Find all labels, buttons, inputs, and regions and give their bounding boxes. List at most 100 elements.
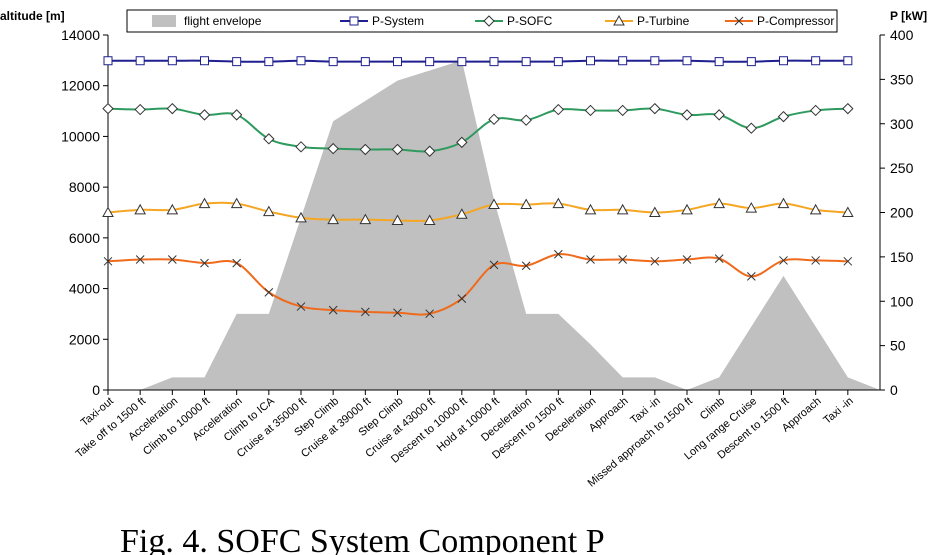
marker [713, 109, 725, 121]
marker [618, 56, 628, 66]
marker [483, 15, 495, 27]
marker [489, 260, 499, 270]
y2-tick-label: 0 [890, 382, 898, 398]
marker [777, 110, 790, 123]
marker [327, 142, 339, 155]
marker [842, 102, 854, 115]
marker [232, 57, 242, 67]
marker [552, 197, 565, 209]
marker [811, 256, 821, 265]
marker [264, 57, 274, 67]
y-tick-label: 8000 [69, 179, 100, 195]
y2-tick-label: 300 [890, 116, 914, 132]
series-line [107, 253, 848, 316]
x-tick-label: Taxi -in [821, 395, 855, 427]
marker [262, 205, 275, 217]
y2-tick-label: 250 [890, 160, 914, 176]
marker [746, 57, 756, 67]
marker [520, 114, 532, 126]
marker [391, 143, 404, 156]
marker [393, 308, 402, 318]
y-tick-label: 0 [92, 382, 100, 398]
marker [425, 309, 435, 319]
marker [264, 288, 274, 297]
marker [811, 56, 821, 66]
marker [198, 109, 211, 121]
marker [134, 103, 146, 116]
y-tick-label: 12000 [61, 78, 100, 94]
marker [232, 258, 242, 268]
marker [296, 302, 306, 311]
marker [779, 56, 788, 66]
marker [713, 197, 726, 209]
marker [423, 214, 436, 225]
marker [586, 255, 595, 264]
marker [521, 261, 531, 271]
marker [746, 272, 756, 281]
marker [166, 203, 179, 215]
marker [650, 256, 660, 266]
marker [360, 57, 370, 67]
marker [455, 208, 468, 219]
marker [456, 136, 468, 149]
series-line [108, 59, 848, 63]
marker [457, 294, 467, 303]
marker [809, 203, 822, 215]
marker [779, 256, 788, 265]
marker [521, 57, 531, 67]
y-axis-label: altitude [m] [0, 9, 65, 23]
y2-tick-label: 100 [890, 293, 914, 309]
marker [584, 203, 597, 215]
marker [682, 56, 692, 66]
legend-label: P-Turbine [637, 14, 690, 28]
y2-tick-label: 350 [890, 71, 914, 87]
marker [295, 211, 307, 223]
marker [649, 102, 661, 115]
marker [349, 16, 359, 26]
marker [167, 56, 177, 66]
marker [296, 56, 306, 66]
marker [360, 307, 370, 317]
y2-tick-label: 400 [890, 27, 914, 43]
marker [734, 16, 744, 26]
legend-label: flight envelope [184, 14, 262, 28]
marker [103, 56, 113, 66]
marker [586, 56, 595, 66]
marker [488, 198, 500, 210]
marker [681, 203, 693, 215]
marker [102, 102, 114, 115]
marker [391, 214, 404, 225]
marker [134, 203, 147, 215]
marker [584, 104, 597, 117]
marker [200, 56, 209, 66]
legend-swatch [152, 15, 176, 27]
marker [359, 213, 372, 225]
marker [681, 109, 693, 121]
marker [295, 141, 307, 153]
marker [328, 305, 338, 315]
marker [135, 56, 145, 66]
legend-label: P-Compressor [757, 14, 834, 28]
marker [553, 57, 563, 67]
marker [263, 133, 275, 145]
marker [102, 206, 114, 217]
marker [166, 102, 179, 115]
legend-label: P-SOFC [507, 14, 553, 28]
marker [650, 56, 660, 66]
marker [520, 198, 533, 210]
y-tick-label: 14000 [61, 27, 100, 43]
y-tick-label: 6000 [69, 230, 100, 246]
marker [616, 203, 629, 215]
marker [425, 57, 435, 67]
marker [489, 57, 499, 67]
marker [328, 57, 338, 67]
marker [135, 255, 145, 264]
marker [167, 255, 177, 264]
marker [714, 57, 724, 67]
marker [745, 202, 758, 213]
marker [393, 57, 402, 67]
flight-envelope [108, 60, 880, 390]
legend-label: P-System [372, 14, 424, 28]
marker [682, 255, 692, 264]
